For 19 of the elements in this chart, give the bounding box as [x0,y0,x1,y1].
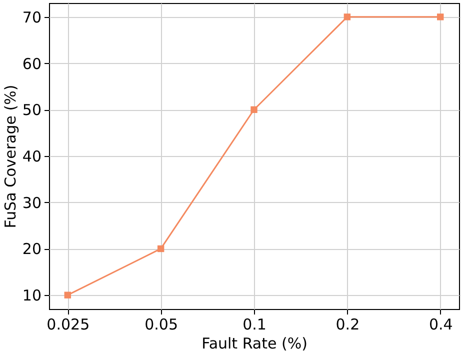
x-tick-label: 0.05 [144,316,178,334]
y-tick-label: 30 [22,194,42,212]
y-tick-label: 10 [22,286,42,305]
y-tick-label: 40 [22,148,42,166]
y-tick-label: 70 [22,8,42,26]
point [157,245,164,252]
y-tick-label: 60 [22,54,42,73]
point [437,14,444,20]
x-axis-title: Fault Rate (%) [202,334,308,352]
point [344,14,351,20]
y-tick-label: 20 [22,240,42,258]
x-tick-label: 0.025 [46,316,90,334]
x-tick-label: 0.2 [336,316,360,334]
point [250,106,258,113]
y-axis-title: FuSa Coverage (%) [1,84,20,228]
x-tick-label: 0.4 [428,316,453,334]
x-tick-label: 0.1 [242,316,266,334]
point [64,292,71,298]
y-tick-label: 50 [22,101,42,120]
